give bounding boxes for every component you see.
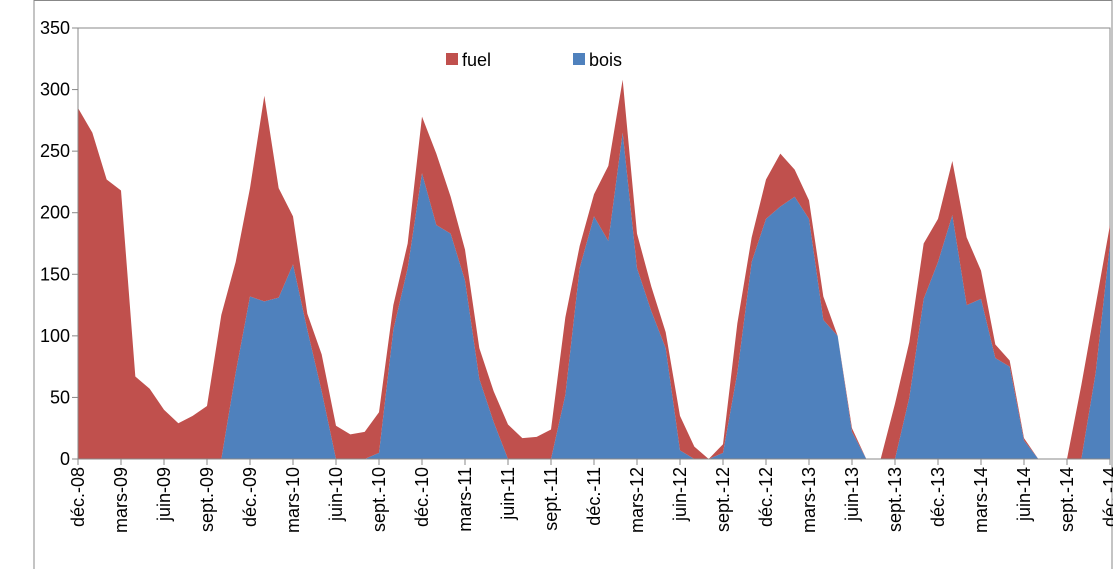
- x-tick-label: déc.-14: [1100, 467, 1113, 527]
- x-tick-label: mars-11: [455, 467, 475, 532]
- x-tick-label: sept.-09: [197, 467, 217, 532]
- x-tick-label: sept.-10: [369, 467, 389, 532]
- y-tick-label: 200: [40, 203, 70, 223]
- y-tick-label: 150: [40, 264, 70, 284]
- y-tick-label: 50: [50, 387, 70, 407]
- x-tick-label: mars-12: [627, 467, 647, 533]
- x-tick-label: déc.-12: [756, 467, 776, 527]
- x-tick-label: déc.-11: [584, 467, 604, 526]
- x-tick-label: déc.-09: [240, 467, 260, 527]
- x-tick-label: juin-10: [326, 467, 346, 522]
- x-tick-label: sept.-11: [541, 467, 561, 531]
- x-tick-label: déc.-13: [928, 467, 948, 527]
- legend-label: fuel: [462, 50, 491, 70]
- x-tick-label: juin-11: [498, 467, 518, 521]
- x-tick-label: déc.-10: [412, 467, 432, 527]
- legend-swatch: [573, 53, 585, 65]
- x-tick-label: juin-09: [154, 467, 174, 522]
- x-tick-label: juin-13: [842, 467, 862, 522]
- y-tick-label: 350: [40, 18, 70, 38]
- legend-label: bois: [589, 50, 622, 70]
- x-tick-label: sept.-14: [1057, 467, 1077, 532]
- legend-swatch: [446, 53, 458, 65]
- y-tick-label: 0: [60, 449, 70, 469]
- x-tick-label: déc.-08: [68, 467, 88, 527]
- x-tick-label: juin-12: [670, 467, 690, 522]
- y-tick-label: 300: [40, 80, 70, 100]
- x-tick-label: mars-13: [799, 467, 819, 533]
- x-tick-label: sept.-12: [713, 467, 733, 532]
- y-tick-label: 250: [40, 141, 70, 161]
- x-tick-label: mars-10: [283, 467, 303, 533]
- area: [78, 132, 1110, 459]
- area: [78, 79, 1110, 459]
- y-tick-label: 100: [40, 326, 70, 346]
- x-tick-label: sept.-13: [885, 467, 905, 532]
- x-tick-label: juin-14: [1014, 467, 1034, 522]
- x-tick-label: mars-14: [971, 467, 991, 533]
- x-tick-label: mars-09: [111, 467, 131, 533]
